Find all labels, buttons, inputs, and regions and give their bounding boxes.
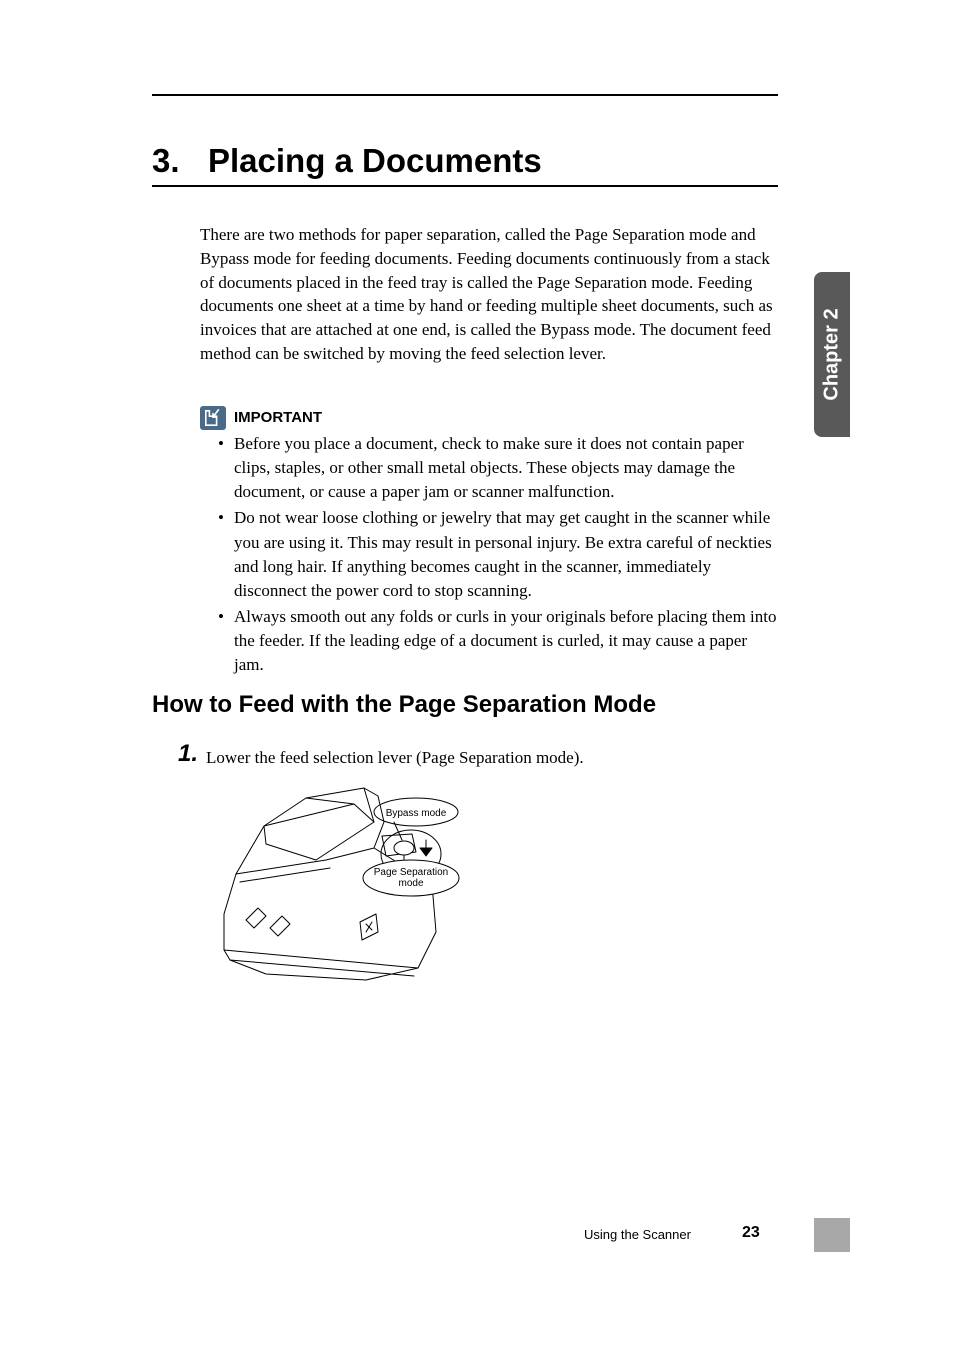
intro-paragraph: There are two methods for paper separati… <box>200 223 780 366</box>
callout-bypass: Bypass mode <box>386 808 447 819</box>
title-rule <box>152 185 778 187</box>
important-icon <box>200 406 226 430</box>
bullet-item: Do not wear loose clothing or jewelry th… <box>218 506 780 603</box>
bullet-item: Always smooth out any folds or curls in … <box>218 605 780 677</box>
footer-page-number: 23 <box>742 1224 760 1242</box>
footer-section-label: Using the Scanner <box>584 1227 691 1242</box>
step-text: Lower the feed selection lever (Page Sep… <box>206 748 584 768</box>
section-number: 3. <box>152 142 180 180</box>
step-number: 1. <box>178 740 198 768</box>
chapter-tab-label: Chapter 2 <box>821 308 844 400</box>
bullet-item: Before you place a document, check to ma… <box>218 432 780 504</box>
scanner-figure: Bypass mode Page Separation mode <box>206 782 546 984</box>
important-bullets: Before you place a document, check to ma… <box>218 432 780 679</box>
callout-page-sep-1: Page Separation <box>374 867 449 878</box>
chapter-tab: Chapter 2 <box>814 272 850 437</box>
section-title: Placing a Documents <box>208 142 542 180</box>
top-rule <box>152 94 778 96</box>
callout-page-sep-2: mode <box>398 878 423 889</box>
footer-bar <box>814 1218 850 1252</box>
subheading: How to Feed with the Page Separation Mod… <box>152 691 656 719</box>
important-label: IMPORTANT <box>234 409 322 426</box>
